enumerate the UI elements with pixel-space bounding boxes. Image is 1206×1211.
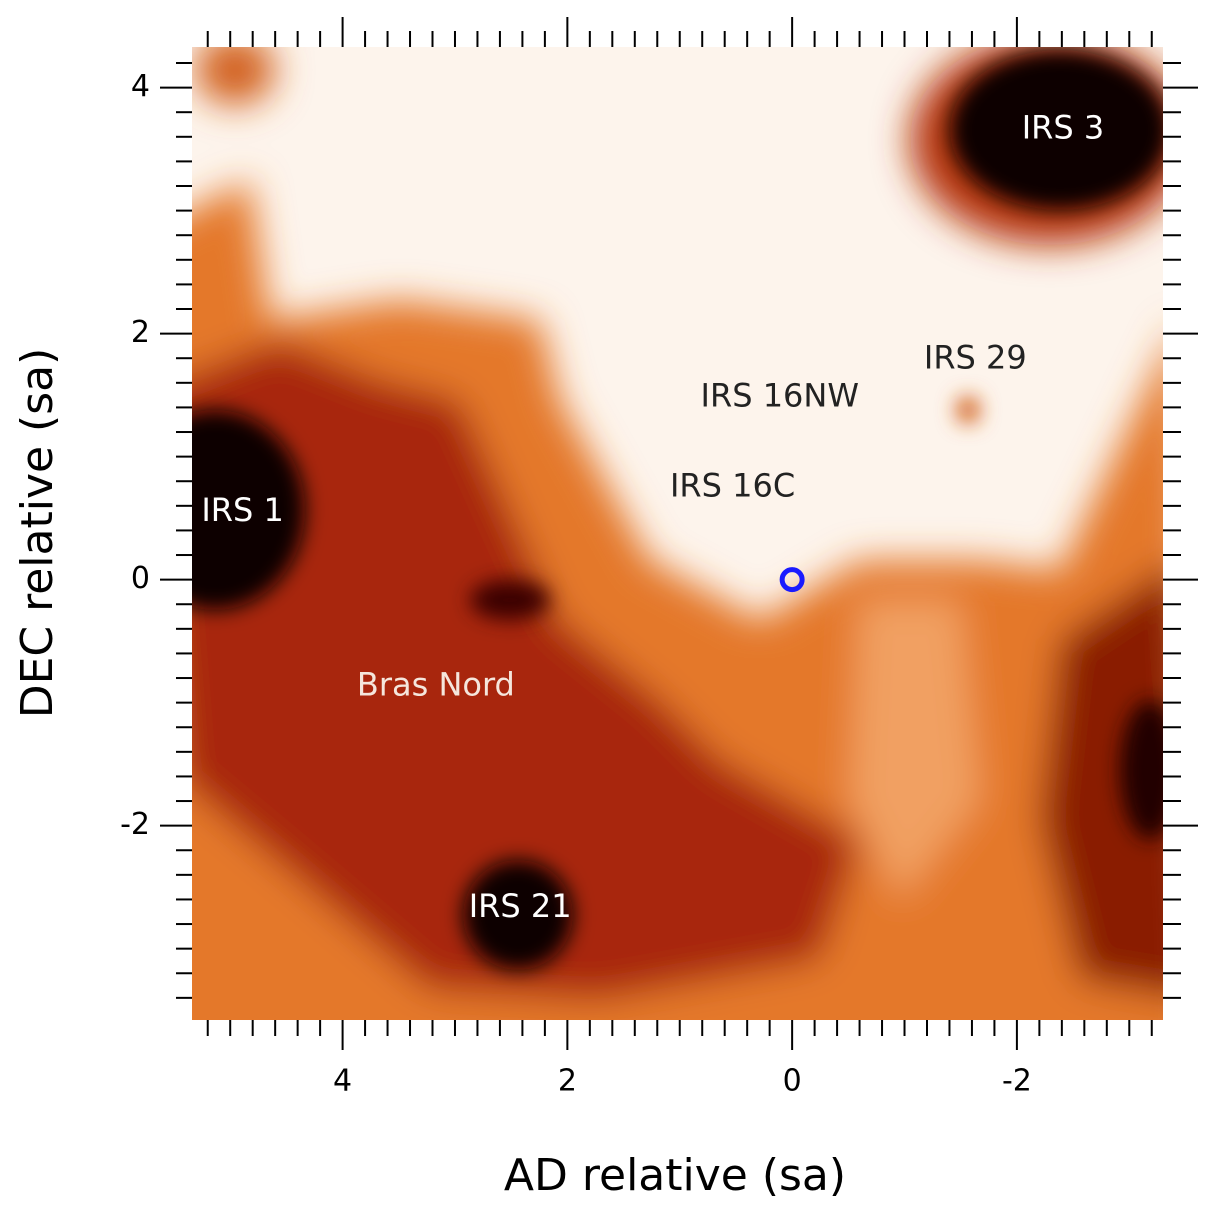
annotation: Bras Nord: [357, 666, 515, 704]
y-tick-label: 0: [131, 561, 150, 596]
image: [192, 47, 1163, 1020]
annotation: IRS 3: [1022, 108, 1105, 146]
annotation: IRS 1: [201, 491, 284, 529]
marker: [779, 567, 805, 593]
y-tick-label: -2: [120, 807, 150, 842]
annotation: IRS 16C: [670, 466, 795, 504]
x-tick-label: 2: [558, 1064, 577, 1099]
annotation: IRS 29: [924, 338, 1027, 376]
y-tick-label: 2: [131, 315, 150, 350]
y-tick-label: 4: [131, 69, 150, 104]
y-axis-label: DEC relative (sa): [12, 348, 63, 719]
annotation: IRS 21: [469, 887, 572, 925]
x-tick-label: 0: [783, 1064, 802, 1099]
x-tick-label: 4: [333, 1064, 352, 1099]
x-axis-label: AD relative (sa): [504, 1150, 846, 1201]
annotation: IRS 16NW: [701, 377, 859, 415]
x-tick-label: -2: [1002, 1064, 1032, 1099]
